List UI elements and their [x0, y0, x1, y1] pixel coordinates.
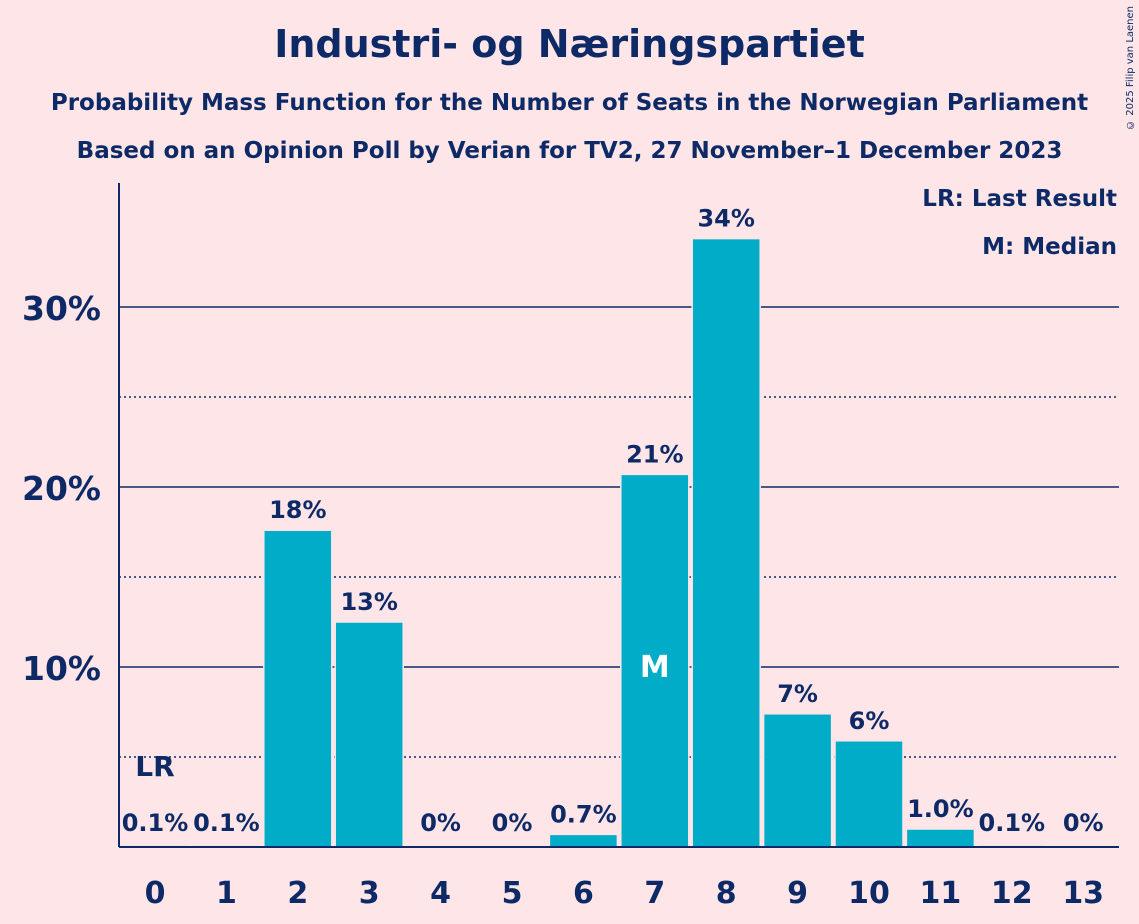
bar [548, 833, 619, 848]
x-tick-label: 3 [359, 876, 380, 911]
y-tick-label: 20% [22, 469, 101, 508]
chart-source-line: Based on an Opinion Poll by Verian for T… [76, 138, 1063, 164]
x-tick-label: 5 [502, 876, 523, 911]
last-result-marker: LR [135, 750, 174, 783]
bar-value-label: 18% [269, 496, 326, 524]
x-tick-label: 13 [1062, 876, 1104, 911]
bar [334, 621, 404, 848]
bar-value-label: 0.1% [122, 809, 189, 837]
y-tick-label: 10% [22, 649, 101, 688]
median-marker: M [640, 650, 670, 685]
bar-value-label: 7% [777, 680, 818, 708]
bar-value-label: 0% [492, 809, 533, 837]
bar-value-label: 0% [420, 809, 461, 837]
bar-value-label: 6% [849, 707, 890, 735]
bar [620, 473, 690, 848]
x-tick-label: 9 [787, 876, 808, 911]
bar-value-label: 21% [626, 440, 683, 468]
bar [905, 828, 976, 848]
bar-value-label: 0% [1063, 809, 1104, 837]
x-tick-label: 12 [991, 876, 1033, 911]
x-tick-label: 2 [287, 876, 308, 911]
bar [834, 740, 904, 848]
bar-value-label: 13% [340, 588, 397, 616]
chart-subtitle: Probability Mass Function for the Number… [50, 90, 1089, 116]
x-tick-label: 10 [848, 876, 890, 911]
bar [691, 237, 761, 848]
x-tick-label: 1 [216, 876, 237, 911]
bar-value-label: 0.7% [550, 800, 617, 828]
x-tick-label: 7 [644, 876, 665, 911]
bar-value-label: 34% [697, 205, 754, 233]
x-tick-label: 0 [145, 876, 166, 911]
bar-value-label: 0.1% [193, 809, 260, 837]
x-tick-label: 6 [573, 876, 594, 911]
x-tick-label: 4 [430, 876, 451, 911]
bar-value-label: 0.1% [979, 809, 1046, 837]
legend-median: M: Median [982, 234, 1117, 260]
x-tick-label: 8 [716, 876, 737, 911]
legend-last-result: LR: Last Result [922, 186, 1117, 212]
x-tick-label: 11 [920, 876, 962, 911]
bar-value-label: 1.0% [907, 795, 974, 823]
bar [263, 529, 333, 848]
y-tick-label: 30% [22, 289, 101, 328]
bar [762, 713, 833, 848]
chart-title: Industri- og Næringspartiet [274, 22, 865, 66]
